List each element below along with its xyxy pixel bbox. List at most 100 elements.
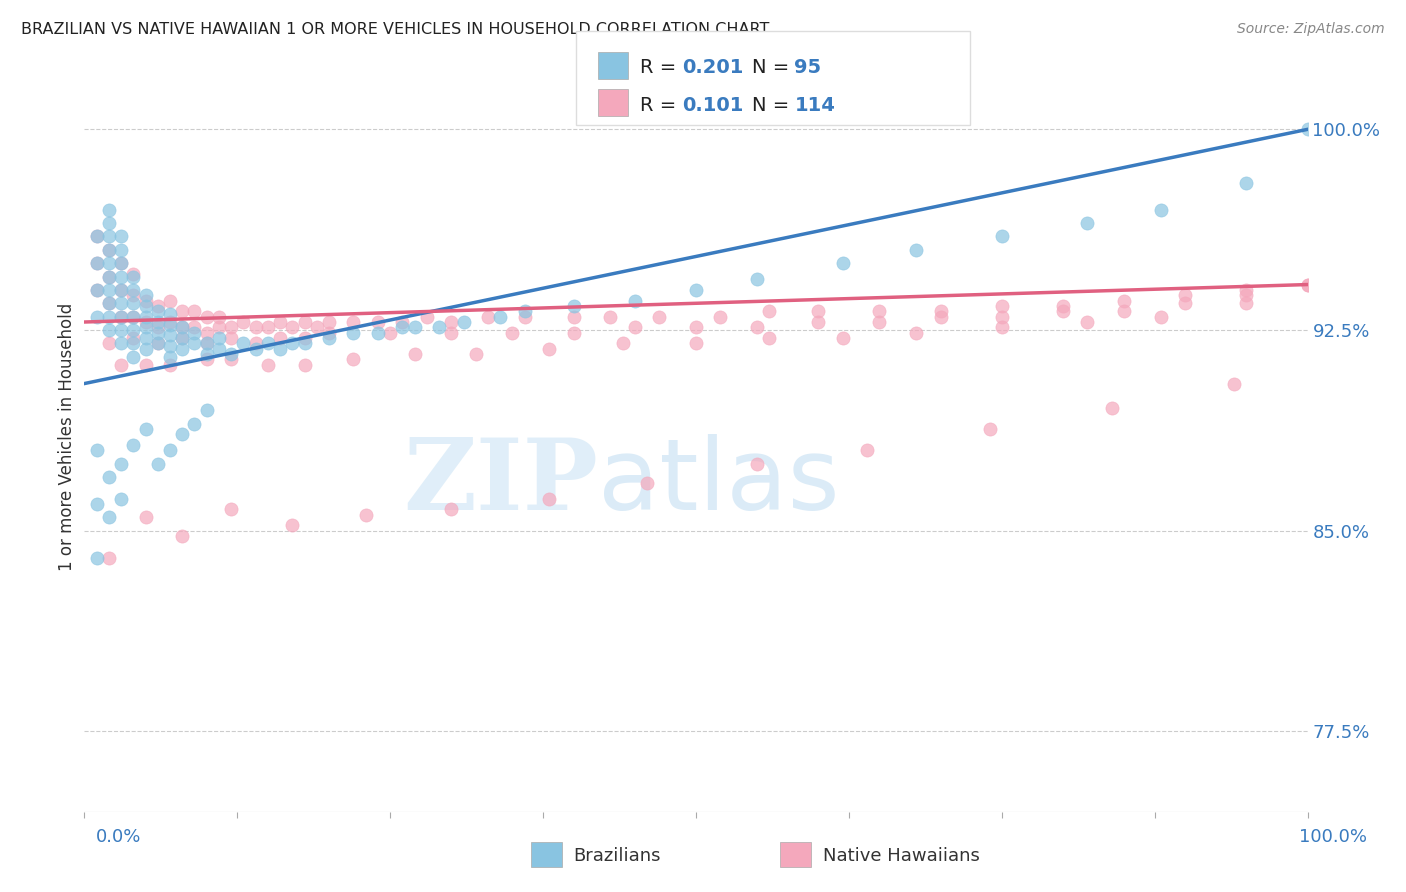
Point bbox=[122, 267, 145, 281]
Point bbox=[269, 331, 291, 345]
Point bbox=[86, 443, 108, 458]
Point bbox=[86, 283, 108, 297]
Point bbox=[135, 320, 157, 334]
Point bbox=[807, 304, 830, 318]
Point bbox=[122, 283, 145, 297]
Text: 100.0%: 100.0% bbox=[1299, 828, 1367, 846]
Point bbox=[110, 336, 132, 351]
Point bbox=[172, 304, 194, 318]
Point bbox=[294, 331, 316, 345]
Point bbox=[110, 310, 132, 324]
Point bbox=[195, 347, 218, 361]
Point bbox=[991, 229, 1014, 244]
Point bbox=[135, 310, 157, 324]
Point bbox=[97, 296, 120, 310]
Point bbox=[86, 256, 108, 270]
Point bbox=[97, 243, 120, 257]
Point bbox=[979, 422, 1001, 436]
Point bbox=[97, 202, 120, 217]
Y-axis label: 1 or more Vehicles in Household: 1 or more Vehicles in Household bbox=[58, 303, 76, 571]
Point bbox=[146, 326, 169, 340]
Point bbox=[318, 331, 340, 345]
Point bbox=[1114, 304, 1136, 318]
Point bbox=[219, 502, 242, 516]
Point bbox=[1052, 304, 1074, 318]
Text: atlas: atlas bbox=[598, 434, 839, 531]
Point bbox=[86, 229, 108, 244]
Point bbox=[183, 320, 205, 334]
Point bbox=[135, 293, 157, 308]
Point bbox=[1101, 401, 1123, 415]
Text: 0.201: 0.201 bbox=[682, 58, 744, 78]
Point bbox=[869, 304, 891, 318]
Point bbox=[172, 529, 194, 543]
Point bbox=[122, 438, 145, 452]
Point bbox=[159, 443, 181, 458]
Point bbox=[110, 491, 132, 506]
Point bbox=[172, 331, 194, 345]
Point bbox=[122, 350, 145, 364]
Point bbox=[110, 269, 132, 284]
Point bbox=[97, 243, 120, 257]
Point bbox=[97, 256, 120, 270]
Point bbox=[1236, 176, 1258, 190]
Point bbox=[831, 331, 853, 345]
Point bbox=[97, 269, 120, 284]
Point bbox=[905, 243, 928, 257]
Point bbox=[453, 315, 475, 329]
Point bbox=[685, 320, 707, 334]
Point bbox=[97, 310, 120, 324]
Point bbox=[318, 315, 340, 329]
Point bbox=[159, 328, 181, 343]
Point bbox=[146, 457, 169, 471]
Point bbox=[391, 320, 413, 334]
Point bbox=[122, 269, 145, 284]
Point bbox=[318, 326, 340, 340]
Point bbox=[122, 331, 145, 345]
Point bbox=[440, 502, 463, 516]
Text: 0.0%: 0.0% bbox=[96, 828, 141, 846]
Point bbox=[208, 310, 231, 324]
Point bbox=[440, 315, 463, 329]
Point bbox=[159, 315, 181, 329]
Point bbox=[159, 350, 181, 364]
Point bbox=[1174, 296, 1197, 310]
Text: ZIP: ZIP bbox=[404, 434, 598, 531]
Point bbox=[1076, 216, 1098, 230]
Point bbox=[1076, 315, 1098, 329]
Point bbox=[747, 457, 769, 471]
Point bbox=[1223, 376, 1246, 391]
Point bbox=[172, 331, 194, 345]
Point bbox=[195, 326, 218, 340]
Point bbox=[135, 288, 157, 302]
Point bbox=[122, 296, 145, 310]
Point bbox=[110, 358, 132, 372]
Point bbox=[929, 310, 952, 324]
Point bbox=[562, 299, 585, 313]
Point bbox=[97, 296, 120, 310]
Point bbox=[1052, 299, 1074, 313]
Point bbox=[257, 336, 280, 351]
Point bbox=[110, 243, 132, 257]
Point bbox=[747, 320, 769, 334]
Point bbox=[1236, 283, 1258, 297]
Point bbox=[219, 347, 242, 361]
Text: Brazilians: Brazilians bbox=[574, 847, 661, 865]
Point bbox=[135, 510, 157, 524]
Point bbox=[97, 283, 120, 297]
Point bbox=[135, 331, 157, 345]
Point bbox=[86, 310, 108, 324]
Point bbox=[146, 315, 169, 329]
Point bbox=[110, 256, 132, 270]
Text: N =: N = bbox=[752, 95, 796, 115]
Point bbox=[1296, 122, 1319, 136]
Point bbox=[342, 315, 364, 329]
Text: R =: R = bbox=[640, 95, 682, 115]
Point bbox=[172, 320, 194, 334]
Point bbox=[502, 326, 524, 340]
Point bbox=[86, 229, 108, 244]
Point bbox=[758, 304, 780, 318]
Point bbox=[86, 497, 108, 511]
Point bbox=[1150, 202, 1173, 217]
Text: 95: 95 bbox=[794, 58, 821, 78]
